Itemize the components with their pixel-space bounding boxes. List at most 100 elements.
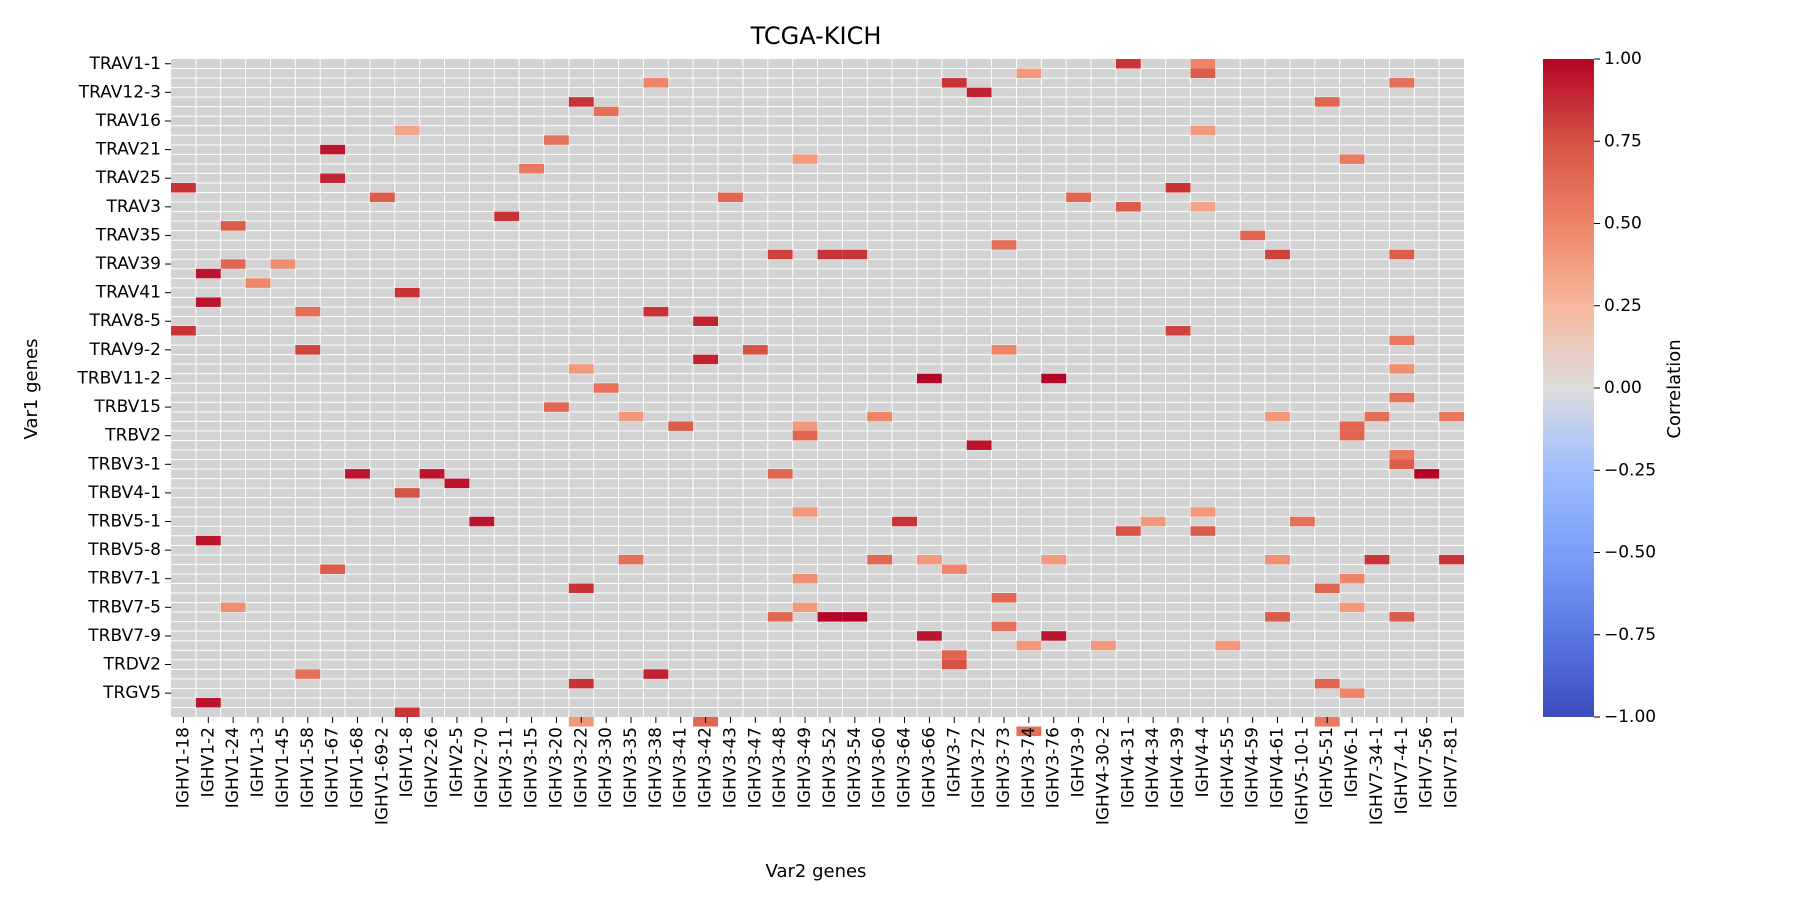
heatmap-cell [295,345,321,355]
heatmap-cell [195,697,221,708]
colorbar-tick-label: −1.00 [1604,707,1656,727]
heatmap-cell [991,345,1017,355]
heatmap-cell [867,411,893,422]
y-tick-label: TRAV39 [95,254,161,274]
x-tick-label: IGHV2-70 [472,727,492,808]
x-tick-label: IGHV3-66 [919,727,939,808]
heatmap-cell [1289,516,1315,527]
colorbar-ticks: 1.00 0.75 0.50 0.25 0.00 −0.25 −0.50 −0.75 −1.00 [1594,49,1656,727]
heatmap-cell [916,554,942,565]
heatmap-cell [543,402,569,412]
heatmap-cell [195,268,221,279]
y-tick-label: TRDV2 [103,655,161,675]
heatmap-cell [1339,688,1365,698]
heatmap-cell [1165,326,1191,336]
x-tick-label: IGHV6-1 [1342,727,1362,797]
x-tick-label: IGHV3-60 [870,727,890,808]
heatmap-cell [220,259,246,269]
heatmap-cell [1190,526,1216,536]
heatmap-cell [295,669,321,679]
x-tick-label: IGHV3-72 [969,727,989,808]
heatmap-cell [419,469,445,479]
colorbar-tick-label: 0.75 [1604,131,1642,151]
heatmap-cell [792,421,818,431]
x-tick-label: IGHV1-45 [273,727,293,808]
y-tick-label: TRBV4-1 [87,483,161,503]
x-tick-label: IGHV3-49 [795,727,815,808]
heatmap-cell [792,154,818,164]
heatmap-cell [668,421,694,431]
x-tick-label: IGHV1-2 [198,727,218,797]
heatmap-cell [543,135,569,145]
heatmap-cell [742,345,768,355]
x-tick-label: IGHV4-31 [1118,727,1138,808]
x-tick-label: IGHV7-81 [1442,727,1462,808]
heatmap-cell [1265,249,1290,260]
heatmap-cell [469,516,495,527]
x-tick-label: IGHV5-51 [1317,727,1337,808]
heatmap-cell [270,259,296,269]
y-tick-label: TRAV3 [106,197,162,217]
y-tick-label: TRAV8-5 [89,311,161,331]
heatmap-cell [941,78,967,88]
x-tick-label: IGHV1-8 [397,727,417,797]
x-tick-label: IGHV3-22 [571,727,591,808]
heatmap-cell [1389,459,1415,470]
heatmap-cell [792,507,818,517]
x-tick-label: IGHV7-34-1 [1367,727,1387,825]
heatmap-cell [1339,430,1365,441]
heatmap-cell [1165,182,1191,193]
x-tick-label: IGHV3-52 [820,727,840,808]
heatmap-cell [767,612,793,622]
heatmap-cell [1389,78,1415,88]
heatmap-cell [1439,411,1464,422]
heatmap-cell [1364,554,1390,565]
heatmap-cell [1364,411,1390,422]
x-tick-label: IGHV3-20 [546,727,566,808]
heatmap-cell [568,364,594,374]
x-tick-label: IGHV4-61 [1268,727,1288,808]
heatmap-cell [1016,68,1042,79]
y-tick-label: TRAV12-3 [78,82,161,102]
heatmap-cell [966,87,992,98]
heatmap-cell [394,488,420,498]
y-tick-label: TRBV3-1 [87,454,161,474]
heatmap-cell [1016,640,1042,651]
heatmap-cell [1190,507,1216,517]
heatmap-cell [842,612,868,622]
heatmap-cell [171,326,196,336]
y-tick-label: TRAV35 [95,225,161,245]
heatmap-cell [593,106,619,117]
heatmap-cell [618,411,644,422]
heatmap-cell [369,192,395,203]
y-axis-ticks: TRAV1-1 TRAV12-3 TRAV16 TRAV21 TRAV25 TRAV3 TR… [76,54,171,703]
x-tick-label: IGHV2-26 [422,727,442,808]
heatmap-cell [643,306,669,317]
x-tick-label: IGHV3-64 [895,727,915,808]
x-tick-label: IGHV3-7 [944,727,964,797]
heatmap-cell [792,573,818,584]
heatmap-cell [568,583,594,594]
x-tick-label: IGHV3-42 [696,727,716,808]
heatmap-cell [1016,726,1042,737]
heatmap-cell [1041,554,1067,565]
heatmap-cell [593,383,619,393]
heatmap-cell [1389,364,1415,374]
heatmap-cell [767,469,793,479]
x-tick-label: IGHV4-39 [1168,727,1188,808]
x-tick-label: IGHV3-15 [522,727,542,808]
heatmap-cell [494,211,520,222]
x-tick-label: IGHV3-38 [646,727,666,808]
colorbar-label: Correlation [1664,339,1685,438]
heatmap-cell [1190,59,1216,69]
heatmap-cell [966,440,992,450]
heatmap-cell [792,430,818,441]
heatmap-cell [345,469,370,479]
heatmap-cell [618,554,644,565]
heatmap-cell [1339,154,1365,164]
colorbar-tick-label: 0.00 [1604,378,1642,398]
x-tick-label: IGHV7-56 [1417,727,1437,808]
heatmap-cell [220,602,246,613]
heatmap-cell [245,278,271,288]
